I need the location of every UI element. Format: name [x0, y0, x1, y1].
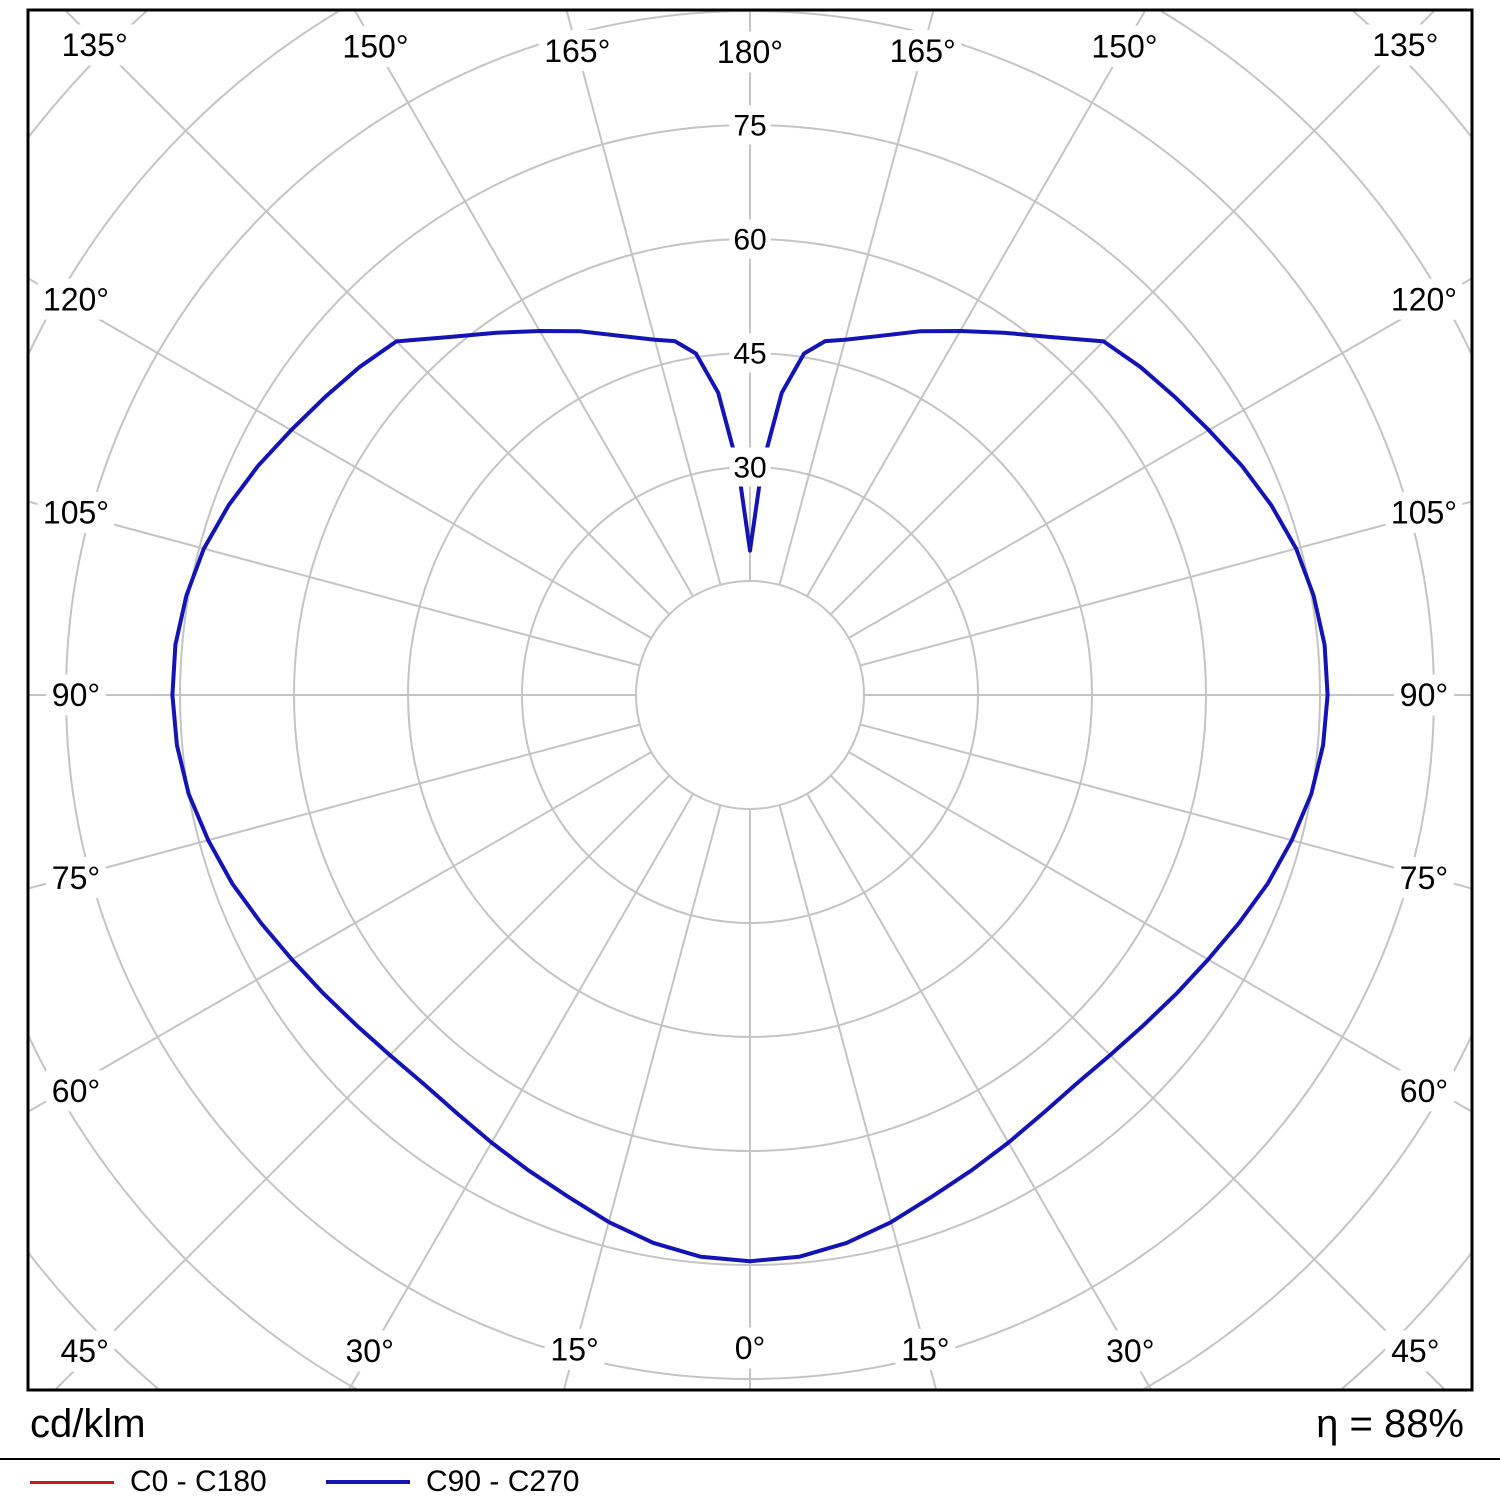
legend-label-c90-c270: C90 - C270 — [426, 1465, 580, 1498]
legend-item-c90-c270: C90 - C270 — [326, 1464, 579, 1500]
grid-spoke-285 — [28, 723, 641, 890]
angle-label-120-right-bg — [1385, 278, 1463, 320]
grid-spoke-30 — [806, 793, 1153, 1390]
grid-spoke-300 — [28, 751, 652, 1113]
grid-spoke-60 — [848, 751, 1472, 1113]
angle-label-90-right-bg — [1394, 674, 1454, 716]
angle-label-120-right: 120° — [1391, 281, 1457, 317]
radial-tick-45: 45 — [733, 338, 766, 371]
grid-spoke-75 — [859, 723, 1472, 890]
angle-label-105-left: 105° — [43, 495, 109, 531]
grid-spoke-225 — [64, 10, 671, 616]
angle-label-75-left: 75° — [52, 860, 100, 896]
angle-label-135-right-bg — [1367, 24, 1444, 66]
plot-frame — [26, 8, 1474, 1392]
grid-spoke-330 — [347, 793, 694, 1390]
radial-tick-60: 60 — [733, 224, 766, 257]
angle-label-165-left-bg — [539, 30, 616, 72]
angle-label-135-left-bg — [56, 24, 133, 66]
angle-label-105-right: 105° — [1391, 495, 1457, 531]
angle-label-90-right: 90° — [1400, 677, 1448, 713]
radial-tick-30-bg — [729, 447, 771, 487]
grid-spoke-195 — [565, 10, 722, 586]
grid-spoke-315 — [54, 774, 671, 1390]
angle-label-120-left-bg — [37, 278, 115, 320]
c90-c270-line-swatch — [326, 1480, 410, 1484]
angle-label-180-right: 180° — [717, 34, 783, 70]
grid-spoke-210 — [353, 10, 694, 597]
angle-label-30-right: 30° — [1106, 1333, 1154, 1369]
radial-tick-75-bg — [729, 105, 771, 145]
legend-divider — [0, 1458, 1500, 1460]
grid-spoke-105 — [859, 500, 1472, 667]
angle-label-165-right-bg — [884, 30, 961, 72]
angle-label-15-right-bg — [895, 1328, 956, 1370]
grid-spoke-45 — [829, 774, 1446, 1390]
angle-label-45-right-bg — [1385, 1330, 1446, 1372]
grid-spoke-150 — [806, 10, 1147, 597]
grid-spoke-255 — [28, 500, 641, 667]
angle-label-150-left: 150° — [342, 29, 408, 65]
efficiency-label: η = 88% — [1316, 1402, 1464, 1446]
units-label: cd/klm — [30, 1402, 146, 1446]
angle-label-75-right: 75° — [1400, 860, 1448, 896]
angle-label-30-left-bg — [339, 1330, 400, 1372]
grid-spoke-15 — [778, 804, 938, 1390]
angle-label-45-left: 45° — [61, 1333, 109, 1369]
legend-label-c0-c180: C0 - C180 — [130, 1465, 267, 1498]
angle-label-105-right-bg — [1385, 491, 1463, 533]
angle-label-60-right: 60° — [1400, 1073, 1448, 1109]
angle-label-60-left: 60° — [52, 1073, 100, 1109]
angle-label-165-right: 165° — [890, 33, 956, 69]
angle-label-105-left-bg — [37, 491, 115, 533]
angle-label-180-right-bg — [711, 31, 789, 73]
c0-c180-line-swatch — [30, 1480, 114, 1484]
grid-spoke-345 — [562, 804, 722, 1390]
angle-label-45-left-bg — [54, 1330, 115, 1372]
angle-label-135-left: 135° — [62, 27, 128, 63]
angle-label-0-right: 0° — [735, 1330, 766, 1366]
grid-ring-15 — [635, 580, 865, 810]
angle-label-60-right-bg — [1394, 1070, 1454, 1112]
radial-tick-75: 75 — [733, 110, 766, 143]
grid-spoke-135 — [829, 10, 1436, 616]
angle-label-75-left-bg — [46, 857, 106, 899]
radial-tick-30: 30 — [733, 452, 766, 485]
angle-label-30-left: 30° — [346, 1333, 394, 1369]
curve-c90-c270 — [170, 329, 1330, 1264]
angle-label-45-right: 45° — [1391, 1333, 1439, 1369]
angle-label-30-right-bg — [1100, 1330, 1161, 1372]
grid-spoke-240 — [28, 277, 652, 639]
legend: C0 - C180 C90 - C270 — [0, 1464, 1500, 1500]
grid-spoke-165 — [778, 10, 935, 586]
angle-label-15-right: 15° — [901, 1332, 949, 1368]
angle-label-15-left: 15° — [550, 1332, 598, 1368]
angle-label-165-left: 165° — [544, 33, 610, 69]
angle-label-135-right: 135° — [1372, 27, 1438, 63]
radial-tick-60-bg — [729, 219, 771, 259]
angle-label-150-right-bg — [1086, 25, 1163, 67]
angle-label-150-left-bg — [337, 25, 414, 67]
angle-label-90-left-bg — [46, 674, 106, 716]
grid-spoke-120 — [848, 277, 1472, 639]
angle-label-75-right-bg — [1394, 857, 1454, 899]
angle-label-150-right: 150° — [1091, 29, 1157, 65]
angle-label-120-left: 120° — [43, 281, 109, 317]
legend-item-c0-c180: C0 - C180 — [30, 1464, 267, 1500]
radial-tick-45-bg — [729, 333, 771, 373]
angle-label-15-left-bg — [544, 1328, 605, 1370]
angle-label-60-left-bg — [46, 1070, 106, 1112]
angle-label-0-right-bg — [728, 1327, 772, 1369]
angle-label-90-left: 90° — [52, 677, 100, 713]
